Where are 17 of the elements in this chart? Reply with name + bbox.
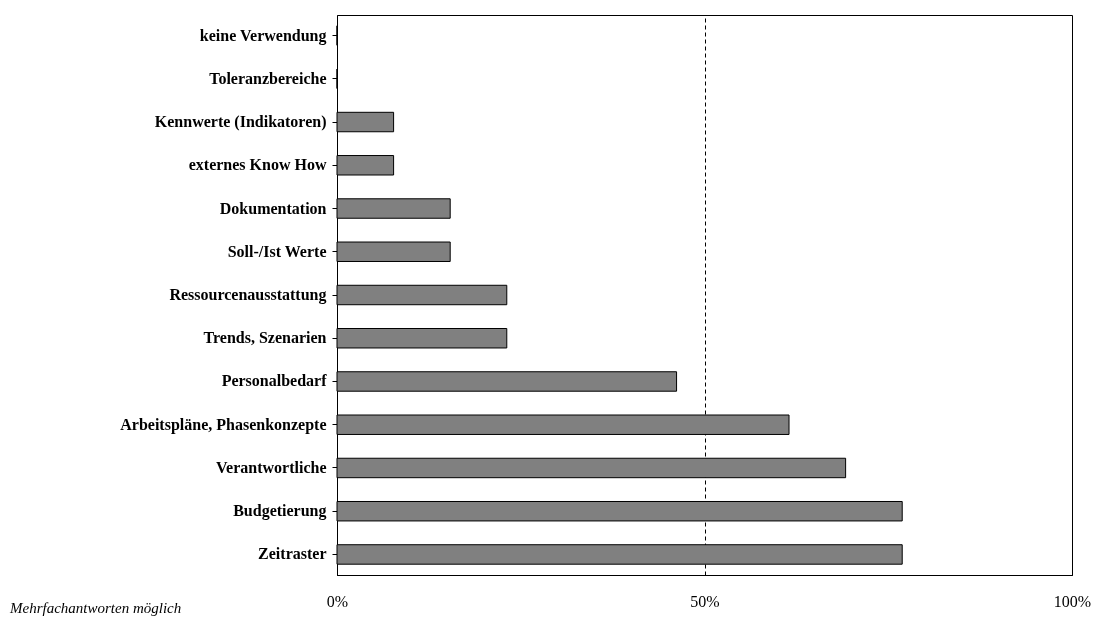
y-tick-label: Ressourcenausstattung	[169, 286, 327, 304]
y-tick-label: externes Know How	[188, 156, 327, 174]
x-tick-label: 100%	[1053, 592, 1092, 610]
text: Mehrfachantworten möglich	[10, 600, 182, 617]
y-tick-label: keine Verwendung	[199, 26, 327, 45]
y-tick-label: Soll-/Ist Werte	[227, 242, 327, 260]
y-tick-label: Zeitraster	[258, 545, 327, 563]
y-tick-label: Personalbedarf	[221, 372, 328, 390]
y-tick-label: Toleranzbereiche	[209, 69, 327, 87]
y-tick-label: Budgetierung	[233, 502, 327, 521]
x-tick-label: 50%	[690, 592, 720, 610]
y-tick-label: Verantwortliche	[216, 458, 327, 476]
y-tick-label: Trends, Szenarien	[203, 329, 327, 347]
y-tick-label: Arbeitspläne, Phasenkonzepte	[120, 415, 327, 434]
y-tick-label: Kennwerte (Indikatoren)	[154, 113, 327, 132]
x-tick-label: 0%	[326, 592, 349, 610]
y-tick-label: Dokumentation	[219, 199, 327, 217]
